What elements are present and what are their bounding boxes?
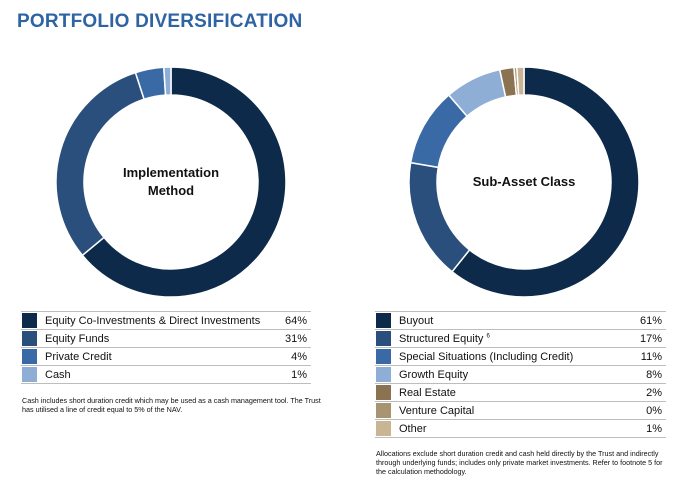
legend-value: 31% [284, 332, 307, 345]
implementation-method-footnote: Cash includes short duration credit whic… [22, 396, 321, 414]
legend-swatch [22, 367, 37, 382]
legend-label: Private Credit [45, 350, 112, 363]
legend-label: Real Estate [399, 386, 456, 399]
sub-asset-class-legend: Buyout 61% Structured Equity 6 17% Speci… [375, 311, 666, 438]
legend-row: Structured Equity 6 17% [375, 329, 666, 348]
legend-row: Cash 1% [21, 365, 311, 384]
legend-label-text: Structured Equity [399, 332, 484, 345]
legend-label: Other [399, 422, 427, 435]
sub-asset-class-footnote: Allocations exclude short duration credi… [376, 449, 663, 476]
legend-value: 4% [291, 350, 307, 363]
legend-value: 61% [639, 314, 662, 327]
legend-label: Special Situations (Including Credit) [399, 350, 574, 363]
legend-swatch [376, 313, 391, 328]
legend-row: Special Situations (Including Credit) 11… [375, 347, 666, 366]
legend-label: Structured Equity 6 [399, 330, 622, 348]
legend-row: Real Estate 2% [375, 383, 666, 402]
legend-value: 8% [646, 368, 662, 381]
sub-asset-class-donut: Sub-Asset Class [404, 62, 644, 302]
legend-value: 1% [646, 422, 662, 435]
legend-swatch [376, 367, 391, 382]
donut-slice-equity-co-investments-direct-investments [81, 66, 287, 298]
legend-swatch [376, 331, 391, 346]
legend-row: Equity Funds 31% [21, 329, 311, 348]
legend-row: Buyout 61% [375, 311, 666, 330]
legend-label: Buyout [399, 314, 434, 327]
legend-swatch [376, 349, 391, 364]
legend-label: Venture Capital [399, 404, 475, 417]
legend-label: Equity Funds [45, 332, 110, 345]
page-title: PORTFOLIO DIVERSIFICATION [17, 11, 303, 32]
donut-center-label: Implementation Method [122, 165, 220, 198]
donut-center-label: Sub-Asset Class [472, 174, 576, 189]
legend-row: Venture Capital 0% [375, 401, 666, 420]
footnote-marker: 6 [486, 332, 490, 339]
legend-value: 0% [646, 404, 662, 417]
legend-swatch [376, 403, 391, 418]
donut-slice-cash [162, 66, 172, 96]
implementation-method-legend: Equity Co-Investments & Direct Investmen… [21, 311, 311, 384]
legend-row: Equity Co-Investments & Direct Investmen… [21, 311, 311, 330]
legend-value: 1% [291, 368, 307, 381]
legend-value: 17% [639, 332, 662, 345]
donut-slice-other [516, 66, 525, 96]
implementation-method-donut: Implementation Method [51, 62, 291, 302]
legend-row: Private Credit 4% [21, 347, 311, 366]
legend-swatch [22, 331, 37, 346]
legend-value: 64% [284, 314, 307, 327]
legend-label: Equity Co-Investments & Direct Investmen… [45, 314, 261, 327]
legend-swatch [376, 385, 391, 400]
legend-label: Growth Equity [399, 368, 469, 381]
implementation-method-donut-svg [55, 66, 287, 298]
sub-asset-class-donut-svg [408, 66, 640, 298]
legend-value: 2% [646, 386, 662, 399]
legend-label: Cash [45, 368, 71, 381]
legend-row: Other 1% [375, 419, 666, 438]
donut-slice-buyout [451, 66, 640, 298]
legend-swatch [376, 421, 391, 436]
legend-swatch [22, 349, 37, 364]
legend-value: 11% [640, 350, 662, 363]
legend-row: Growth Equity 8% [375, 365, 666, 384]
legend-swatch [22, 313, 37, 328]
